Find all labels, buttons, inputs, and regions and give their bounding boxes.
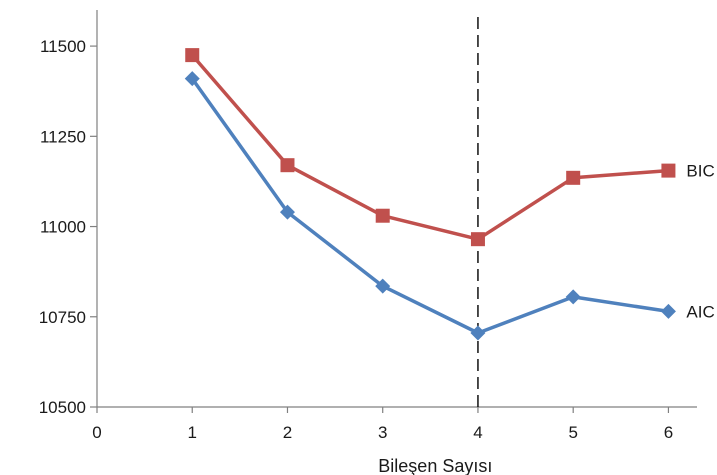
x-axis-title: Bileşen Sayısı [378, 456, 492, 475]
series-line-bic [190, 53, 669, 241]
x-tick-label: 6 [664, 423, 673, 442]
y-tick-label: 10500 [39, 398, 86, 417]
series-group: BIC AIC [184, 48, 715, 341]
data-point-aic [470, 325, 486, 341]
y-tick-label: 10750 [39, 308, 86, 327]
data-point-aic [375, 278, 391, 294]
x-axis: 0 1 2 3 4 5 6 [92, 406, 697, 442]
x-tick-label: 3 [378, 423, 387, 442]
series-label-aic: AIC [686, 302, 714, 321]
data-point-bic [185, 48, 200, 63]
y-tick-label: 11000 [40, 218, 86, 237]
data-point-bic [661, 163, 676, 178]
series-label-bic: BIC [686, 162, 714, 181]
data-point-bic [375, 208, 390, 223]
x-tick-label: 0 [92, 423, 101, 442]
x-tick-label: 5 [568, 423, 577, 442]
data-point-bic [280, 158, 295, 173]
data-point-bic [566, 170, 581, 185]
y-tick-label: 11250 [40, 127, 86, 146]
data-point-aic [660, 303, 676, 319]
data-point-aic [279, 204, 295, 220]
series-line-aic [190, 77, 669, 335]
data-point-aic [184, 71, 200, 87]
x-tick-label: 4 [473, 423, 482, 442]
y-tick-label: 11500 [40, 37, 86, 56]
data-point-aic [565, 289, 581, 305]
x-tick-label: 2 [283, 423, 292, 442]
data-point-bic [470, 232, 485, 247]
y-axis: 10500 10750 11000 11250 11500 [39, 10, 98, 417]
x-tick-label: 1 [188, 423, 197, 442]
